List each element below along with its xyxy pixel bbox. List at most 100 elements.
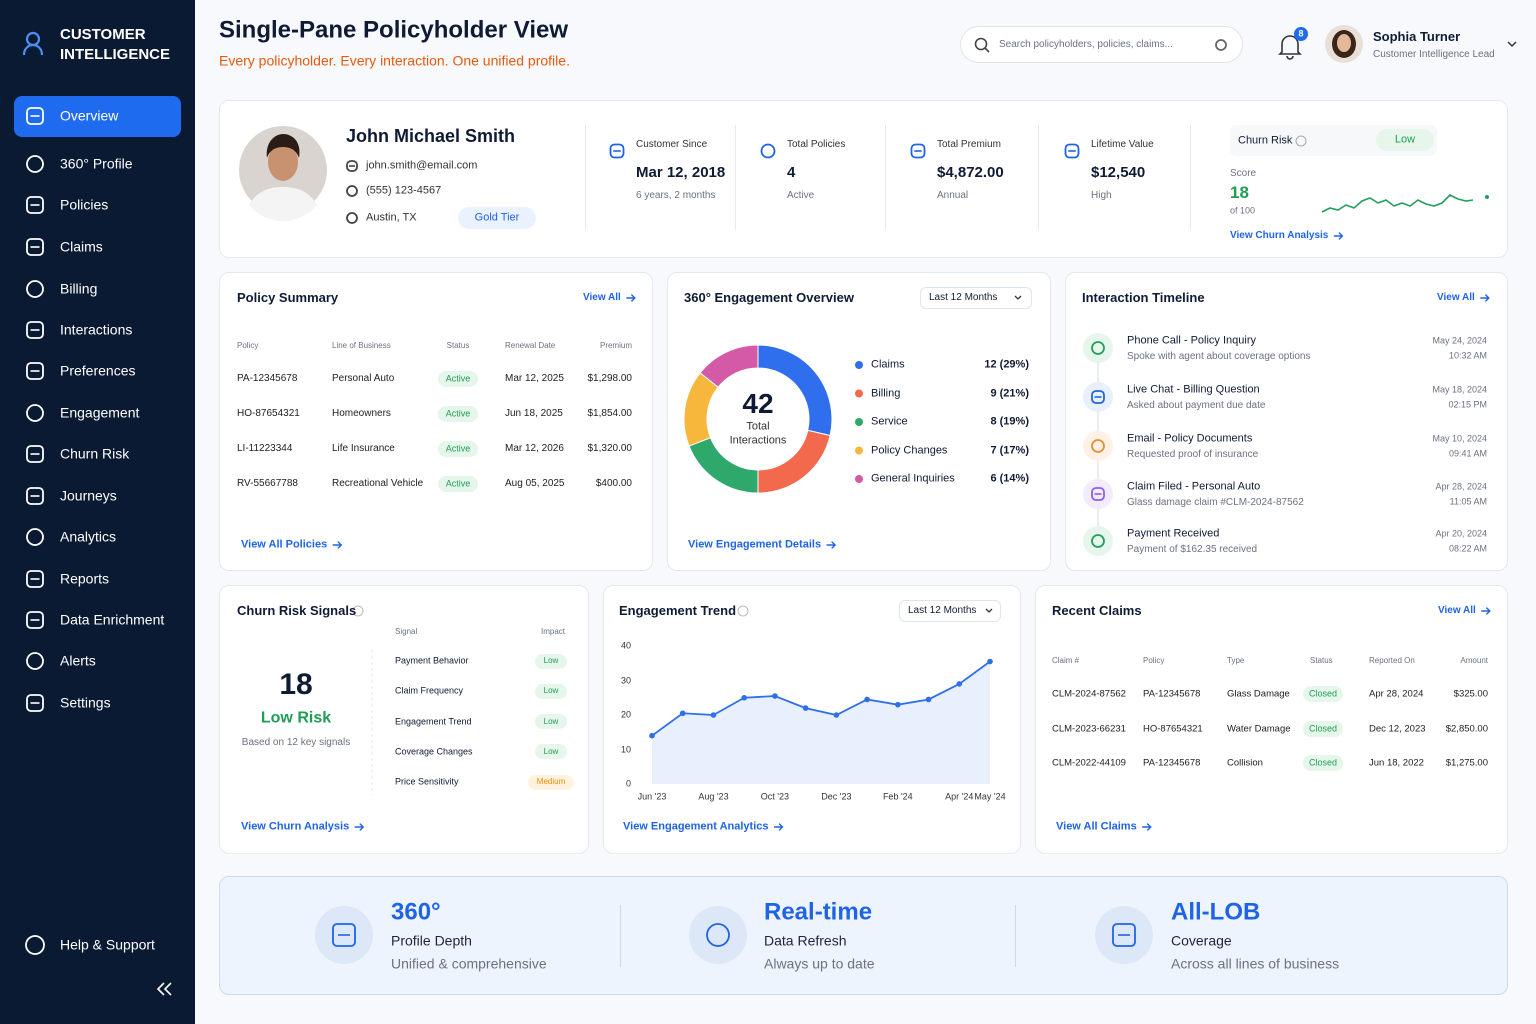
table-cell: RV-55667788 (237, 478, 298, 489)
profile-name: John Michael Smith (346, 126, 516, 147)
churn-signals-link[interactable]: View Churn Analysis (241, 820, 350, 833)
timeline-title: Phone Call - Policy Inquiry (1127, 334, 1257, 347)
user-avatar (1325, 25, 1363, 63)
nav-item[interactable]: Analytics (60, 528, 117, 545)
status-badge-bg (438, 441, 478, 457)
timeline-time: 09:41 AM (1448, 448, 1487, 459)
churn-level-big: Low Risk (260, 709, 332, 727)
table-cell: Recreational Vehicle (332, 478, 424, 489)
divider (885, 125, 886, 230)
impact-badge: Low (543, 747, 559, 757)
column-header: Status (446, 341, 470, 351)
table-cell: Jun 18, 2025 (505, 408, 563, 419)
column-header: Signal (395, 627, 418, 637)
churn-note: Based on 12 key signals (241, 737, 351, 748)
churn-label: Churn Risk (1238, 134, 1293, 147)
nav-item[interactable]: 360° Profile (60, 155, 133, 172)
stat-label: Customer Since (636, 139, 708, 150)
nav-item[interactable]: Engagement (60, 404, 140, 421)
churn-score-of: of 100 (1230, 205, 1256, 216)
data-label: 7 (17%) (990, 443, 1029, 456)
timeline-desc: Requested proof of insurance (1127, 449, 1259, 460)
status-badge: Closed (1308, 688, 1338, 699)
search-box[interactable] (960, 26, 1243, 63)
data-label: 6 (14%) (990, 472, 1029, 485)
card (219, 585, 589, 854)
column-header: Amount (1460, 656, 1488, 666)
trend-link[interactable]: View Engagement Analytics (623, 820, 769, 833)
divider (620, 905, 621, 967)
x-tick-label: Oct '23 (760, 791, 790, 802)
churn-level: Low (1394, 133, 1416, 146)
timeline-time: 02:15 PM (1448, 399, 1487, 410)
impact-badge: Low (543, 686, 559, 696)
nav-item[interactable]: Overview (60, 107, 119, 124)
timeline-date: May 18, 2024 (1432, 384, 1487, 395)
signal-name: Claim Frequency (395, 685, 464, 696)
churn-link[interactable]: View Churn Analysis (1230, 230, 1329, 241)
timeline-title: Payment Received (1127, 527, 1220, 540)
stat-label: Total Premium (937, 139, 1001, 150)
card (219, 272, 653, 571)
card (1035, 585, 1508, 854)
impact-badge: Medium (536, 777, 566, 787)
nav-item[interactable]: Preferences (60, 362, 136, 379)
highlight-sub: Always up to date (764, 955, 875, 972)
divider (735, 125, 736, 230)
nav-item[interactable]: Reports (60, 570, 110, 587)
stat-value: Mar 12, 2018 (636, 164, 726, 181)
timeline-date: May 10, 2024 (1432, 433, 1487, 444)
claims-link[interactable]: View All Claims (1056, 820, 1137, 833)
y-tick-label: 40 (620, 640, 631, 651)
signal-name: Price Sensitivity (395, 776, 459, 787)
nav-item[interactable]: Settings (60, 694, 111, 711)
stat-sub: Active (787, 190, 815, 201)
search-placeholder: Search policyholders, policies, claims..… (999, 39, 1173, 50)
status-badge: Active (445, 373, 471, 384)
card-title: Recent Claims (1052, 603, 1142, 619)
table-cell: $400.00 (595, 478, 632, 489)
highlights-band (219, 876, 1508, 995)
card-title: Churn Risk Signals (237, 603, 357, 619)
nav-item[interactable]: Billing (60, 280, 98, 297)
engagement-link[interactable]: View Engagement Details (688, 538, 822, 551)
impact-badge-bg (535, 653, 567, 669)
view-all-link[interactable]: View All (583, 292, 621, 303)
table-cell: $1,320.00 (587, 443, 633, 454)
impact-badge-bg (535, 683, 567, 699)
timeline-time: 10:32 AM (1448, 350, 1487, 361)
policies-link[interactable]: View All Policies (241, 538, 328, 551)
filter-button[interactable] (899, 600, 1001, 622)
table-cell: PA-12345678 (1143, 757, 1201, 769)
stat-sub: 6 years, 2 months (636, 190, 716, 201)
filter-button[interactable] (920, 287, 1032, 309)
nav-item[interactable]: Data Enrichment (60, 611, 165, 628)
nav-item[interactable]: Alerts (60, 652, 96, 669)
column-header: Renewal Date (505, 341, 556, 351)
timeline-time: 08:22 AM (1448, 543, 1487, 554)
donut-total: 42 (742, 388, 774, 420)
nav-item[interactable]: Interactions (60, 321, 133, 338)
filter-label: Last 12 Months (929, 292, 998, 303)
table-cell: $1,854.00 (587, 408, 633, 419)
view-all-link[interactable]: View All (1438, 605, 1476, 616)
nav-item[interactable]: Claims (60, 238, 103, 255)
notification-count: 8 (1298, 28, 1304, 39)
filter-label: Last 12 Months (908, 605, 977, 616)
timeline-date: May 24, 2024 (1432, 335, 1487, 346)
timeline-date: Apr 20, 2024 (1435, 528, 1487, 539)
view-all-link[interactable]: View All (1437, 292, 1475, 303)
bell-icon (1278, 35, 1302, 60)
status-badge-bg (438, 476, 478, 492)
nav-item[interactable]: Policies (60, 196, 109, 213)
status-badge-bg (1303, 686, 1343, 702)
impact-badge-bg (535, 744, 567, 760)
nav-item[interactable]: Journeys (60, 487, 117, 504)
stat-sub: Annual (937, 190, 969, 201)
y-tick-label: 0 (625, 778, 631, 789)
nav-item[interactable]: Churn Risk (60, 445, 130, 462)
y-tick-label: 20 (620, 709, 631, 720)
help-link[interactable]: Help & Support (60, 936, 155, 953)
